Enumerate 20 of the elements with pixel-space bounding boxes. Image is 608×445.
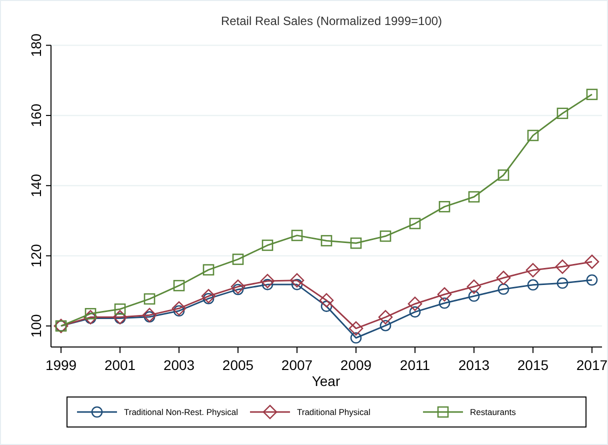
x-tick-label: 2015 <box>517 357 549 373</box>
x-tick-label: 2003 <box>163 357 195 373</box>
y-tick-label: 140 <box>28 174 44 198</box>
x-tick-label: 2013 <box>458 357 490 373</box>
x-tick-label: 1999 <box>45 357 77 373</box>
x-tick-label: 2009 <box>340 357 372 373</box>
y-tick-label: 120 <box>28 244 44 268</box>
x-axis-title: Year <box>312 373 340 389</box>
x-tick-label: 2017 <box>576 357 608 373</box>
x-tick-label: 2011 <box>400 357 430 373</box>
legend-label: Restaurants <box>470 407 516 417</box>
y-tick-label: 160 <box>28 104 44 128</box>
legend-label: Traditional Non-Rest. Physical <box>124 407 238 417</box>
x-tick-label: 2007 <box>281 357 313 373</box>
y-tick-label: 180 <box>28 33 44 57</box>
legend-label: Traditional Physical <box>297 407 370 417</box>
x-tick-label: 2001 <box>104 357 136 373</box>
chart-title: Retail Real Sales (Normalized 1999=100) <box>220 14 442 28</box>
x-tick-label: 2005 <box>222 357 254 373</box>
y-tick-label: 100 <box>28 314 44 338</box>
